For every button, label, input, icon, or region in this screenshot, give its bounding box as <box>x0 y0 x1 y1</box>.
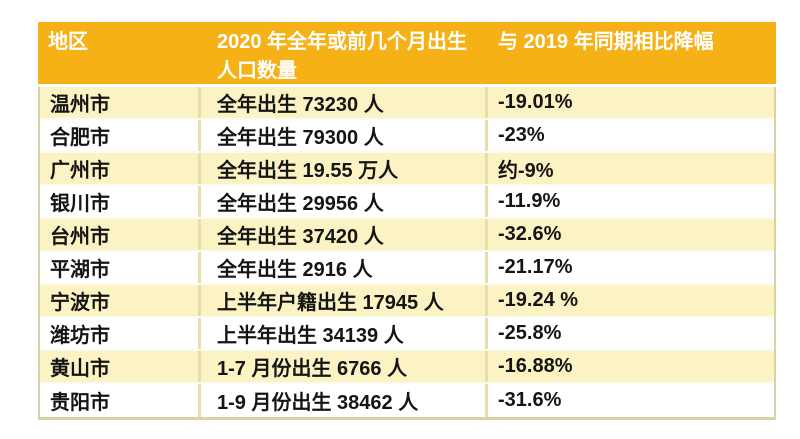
header-cell-births-line2: 人口数量 <box>217 60 297 82</box>
table-row: 潍坊市 上半年出生 34139 人 -25.8% <box>40 318 774 351</box>
table-cell-change: -32.6% <box>498 223 562 245</box>
table-cell-change: -16.88% <box>498 355 573 377</box>
header-cell-births: 2020 年全年或前几个月出生 人口数量 <box>201 22 488 86</box>
table-cell-births: 全年出生 79300 人 <box>201 120 488 151</box>
table-cell-region: 银川市 <box>40 186 201 217</box>
birth-statistics-table: 地区 2020 年全年或前几个月出生 人口数量 与 2019 年同期相比降幅 温… <box>38 22 776 420</box>
table-cell-births: 1-7 月份出生 6766 人 <box>201 351 488 382</box>
table-cell-change: -23% <box>498 124 545 146</box>
table-cell-change: -19.01% <box>498 91 573 113</box>
table-row: 银川市 全年出生 29956 人 -11.9% <box>40 186 774 219</box>
table-row: 贵阳市 1-9 月份出生 38462 人 -31.6% <box>40 384 774 417</box>
header-cell-change: 与 2019 年同期相比降幅 <box>498 31 714 53</box>
table-cell-births: 全年出生 73230 人 <box>201 87 488 118</box>
table-cell-births: 全年出生 29956 人 <box>201 186 488 217</box>
table-cell-region: 宁波市 <box>40 285 201 316</box>
table-cell-region: 平湖市 <box>40 252 201 283</box>
table-cell-births: 上半年出生 34139 人 <box>201 318 488 349</box>
table-cell-region: 贵阳市 <box>40 384 201 417</box>
table-row: 黄山市 1-7 月份出生 6766 人 -16.88% <box>40 351 774 384</box>
table-cell-region: 黄山市 <box>40 351 201 382</box>
table-cell-change: -11.9% <box>498 190 561 212</box>
table-cell-change: -21.17% <box>498 256 573 278</box>
table-cell-region: 温州市 <box>40 87 201 118</box>
table-row: 温州市 全年出生 73230 人 -19.01% <box>40 87 774 120</box>
header-cell-region: 地区 <box>48 31 88 53</box>
table-body: 温州市 全年出生 73230 人 -19.01% 合肥市 全年出生 79300 人 -23… <box>38 87 776 420</box>
table-row: 台州市 全年出生 37420 人 -32.6% <box>40 219 774 252</box>
table-row: 宁波市 上半年户籍出生 17945 人 -19.24 % <box>40 285 774 318</box>
table-cell-change: -25.8% <box>498 322 562 344</box>
table-cell-region: 台州市 <box>40 219 201 250</box>
table-cell-change: -19.24 % <box>498 289 579 311</box>
table-row: 广州市 全年出生 19.55 万人 约-9% <box>40 153 774 186</box>
table-cell-region: 广州市 <box>40 153 201 184</box>
table-cell-births: 上半年户籍出生 17945 人 <box>201 285 488 316</box>
header-cell-births-line1: 2020 年全年或前几个月出生 <box>217 31 468 53</box>
table-cell-region: 潍坊市 <box>40 318 201 349</box>
table-cell-births: 全年出生 37420 人 <box>201 219 488 250</box>
table-cell-births: 全年出生 19.55 万人 <box>201 153 488 184</box>
table-cell-births: 1-9 月份出生 38462 人 <box>201 384 488 417</box>
table-row: 平湖市 全年出生 2916 人 -21.17% <box>40 252 774 285</box>
table-cell-region: 合肥市 <box>40 120 201 151</box>
table-cell-change: 约-9% <box>498 160 554 182</box>
table-row: 合肥市 全年出生 79300 人 -23% <box>40 120 774 153</box>
table-cell-change: -31.6% <box>498 389 562 411</box>
table-cell-births: 全年出生 2916 人 <box>201 252 488 283</box>
table-header-row: 地区 2020 年全年或前几个月出生 人口数量 与 2019 年同期相比降幅 <box>38 22 776 84</box>
